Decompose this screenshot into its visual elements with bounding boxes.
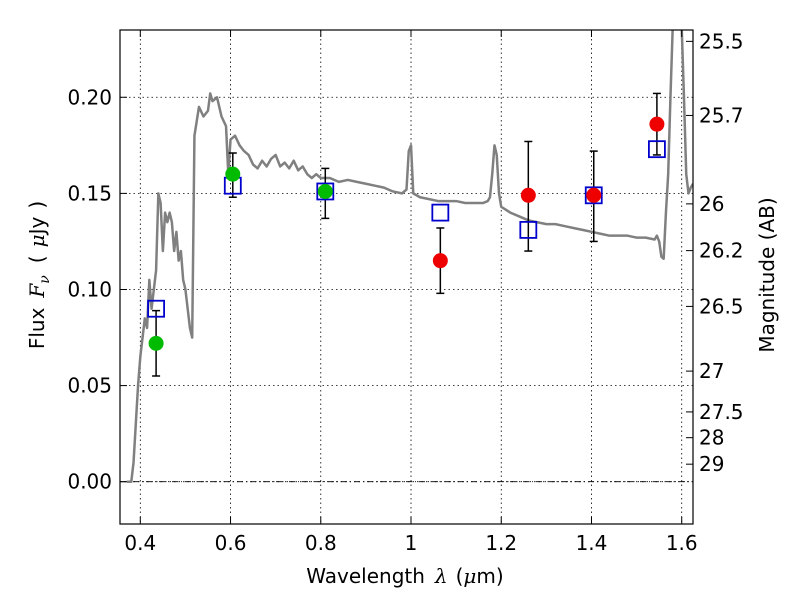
error-bars: [152, 92, 661, 377]
model-square-marker: [648, 140, 666, 159]
red-point: [520, 187, 536, 203]
y-axis-unit-open: (: [25, 255, 49, 263]
y-axis-label-text: Flux: [25, 307, 49, 349]
magnitude-tick-label: 29: [699, 452, 724, 476]
plot-frame: [119, 29, 694, 525]
green-point: [225, 166, 241, 182]
model-sed-curve-right: [680, 30, 693, 195]
grid-lines: [120, 30, 693, 524]
y-tick-label: 0.00: [67, 470, 112, 494]
model-sed-curve: [126, 30, 674, 483]
model-square-marker: [147, 299, 165, 318]
x-tick-label: 1.6: [666, 531, 698, 555]
y-axis-unit-close: ): [25, 201, 49, 209]
magnitude-tick-label: 28: [699, 426, 724, 450]
observed-photometry-points: [148, 116, 665, 351]
y-tick-label: 0.20: [67, 85, 112, 109]
magnitude-tick-label: 25.7: [699, 103, 744, 127]
y-tick-label: 0.15: [67, 181, 112, 205]
y-axis-unit-mu: μ: [25, 234, 49, 247]
x-tick-label: 1: [405, 531, 418, 555]
red-point: [586, 187, 602, 203]
y-tick-label: 0.05: [67, 374, 112, 398]
red-point: [432, 253, 448, 269]
x-tick-label: 0.8: [305, 531, 337, 555]
model-square-marker: [584, 186, 603, 205]
x-axis-unit-mu: μ: [463, 564, 476, 588]
magnitude-axis-label: Magnitude (AB): [755, 197, 779, 352]
magnitude-tick-label: 27.5: [699, 400, 744, 424]
x-tick-label: 0.6: [215, 531, 247, 555]
x-tick-label: 1.2: [485, 531, 517, 555]
magnitude-tick-label: 27: [699, 359, 724, 383]
x-axis-ticks: 0.4 0.6 0.8 1 1.2 1.4 1.6: [124, 30, 698, 555]
x-tick-label: 1.4: [576, 531, 608, 555]
y-axis-label: Flux Fν ( μJy): [25, 201, 53, 349]
magnitude-tick-label: 26.5: [699, 294, 744, 318]
magnitude-tick-label: 26: [699, 192, 724, 216]
plot-area: [126, 30, 693, 483]
model-square-marker: [316, 182, 335, 201]
green-point: [148, 335, 164, 351]
x-axis-unit-open: (: [456, 564, 464, 588]
magnitude-tick-label: 26.2: [699, 239, 744, 263]
model-photometry-squares: [147, 140, 666, 318]
x-axis-symbol: λ: [434, 564, 448, 588]
y-axis-ticks: 0.00 0.05 0.10 0.15 0.20: [67, 85, 127, 494]
x-axis-unit-rest: m): [476, 564, 503, 588]
x-axis-label: Wavelength λ (μm): [306, 564, 503, 588]
x-tick-label: 0.4: [124, 531, 156, 555]
model-square-marker: [431, 203, 450, 222]
y-axis-unit-rest: Jy: [25, 216, 49, 236]
green-point: [317, 183, 333, 199]
x-axis-label-text: Wavelength: [306, 564, 425, 588]
model-square-marker: [519, 221, 538, 239]
magnitude-tick-label: 25.5: [699, 29, 744, 53]
red-point: [649, 116, 665, 132]
y-axis-symbol-nu: ν: [37, 275, 53, 284]
y-tick-label: 0.10: [67, 277, 112, 301]
y-axis-symbol-f: F: [25, 283, 49, 299]
